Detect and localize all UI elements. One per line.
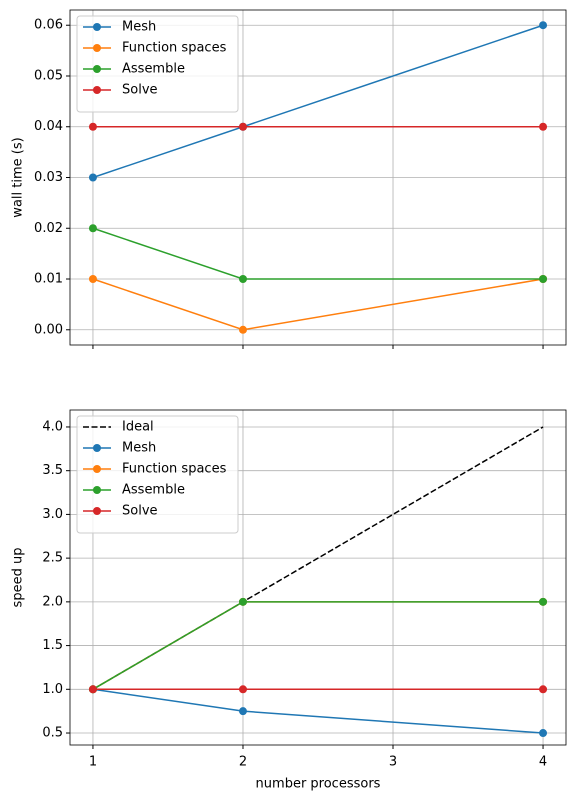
data-point	[88, 173, 97, 182]
data-point	[539, 729, 548, 738]
y-tick-label: 0.06	[34, 18, 63, 33]
series-line	[92, 688, 544, 734]
legend-marker	[93, 44, 101, 52]
legend-marker	[93, 465, 101, 473]
legend-label: Solve	[122, 83, 158, 98]
legend-box	[76, 15, 239, 113]
legend-marker	[93, 486, 101, 494]
legend-marker	[93, 86, 101, 94]
data-point	[238, 325, 247, 334]
legend-marker	[93, 507, 101, 515]
plot-frame	[69, 9, 567, 346]
y-tick-label: 0.5	[42, 726, 63, 741]
legend-label: Mesh	[122, 441, 156, 456]
y-tick-label: 0.03	[34, 170, 63, 185]
data-point	[238, 275, 247, 284]
y-tick-label: 1.0	[42, 682, 63, 697]
legend-label: Assemble	[122, 483, 185, 498]
legend-label: Function spaces	[122, 462, 227, 477]
series-line	[92, 227, 544, 280]
data-point	[539, 122, 548, 131]
data-point	[539, 597, 548, 606]
y-tick-label: 3.0	[42, 507, 63, 522]
plot-frame	[69, 409, 567, 746]
data-point	[238, 707, 247, 716]
y-tick-label: 2.0	[42, 594, 63, 609]
legend-label: Ideal	[122, 420, 154, 435]
series-line	[92, 278, 544, 331]
legend-box	[76, 415, 239, 534]
data-point	[539, 275, 548, 284]
data-point	[238, 597, 247, 606]
x-tick-label: 2	[239, 755, 247, 770]
y-tick-label: 0.05	[34, 68, 63, 83]
legend-label: Mesh	[122, 20, 156, 35]
data-point	[88, 275, 97, 284]
data-point	[539, 685, 548, 694]
legend-label: Solve	[122, 504, 158, 519]
legend-label: Assemble	[122, 62, 185, 77]
data-point	[238, 122, 247, 131]
data-point	[88, 122, 97, 131]
y-tick-label: 0.04	[34, 119, 63, 134]
data-point	[88, 685, 97, 694]
y-tick-label: 1.5	[42, 638, 63, 653]
data-point	[238, 685, 247, 694]
data-point	[88, 224, 97, 233]
y-axis-label: wall time (s)	[11, 137, 26, 217]
x-tick-label: 4	[539, 755, 547, 770]
x-tick-label: 3	[389, 755, 397, 770]
y-tick-label: 3.5	[42, 463, 63, 478]
legend-marker	[93, 23, 101, 31]
legend-marker	[93, 444, 101, 452]
y-axis-label: speed up	[11, 548, 26, 608]
data-point	[539, 21, 548, 30]
x-axis-label: number processors	[256, 777, 381, 792]
y-tick-label: 0.00	[34, 322, 63, 337]
legend-marker	[93, 65, 101, 73]
y-tick-label: 0.02	[34, 221, 63, 236]
y-tick-label: 0.01	[34, 272, 63, 287]
y-tick-label: 4.0	[42, 419, 63, 434]
legend-label: Function spaces	[122, 41, 227, 56]
x-tick-label: 1	[89, 755, 97, 770]
y-tick-label: 2.5	[42, 551, 63, 566]
